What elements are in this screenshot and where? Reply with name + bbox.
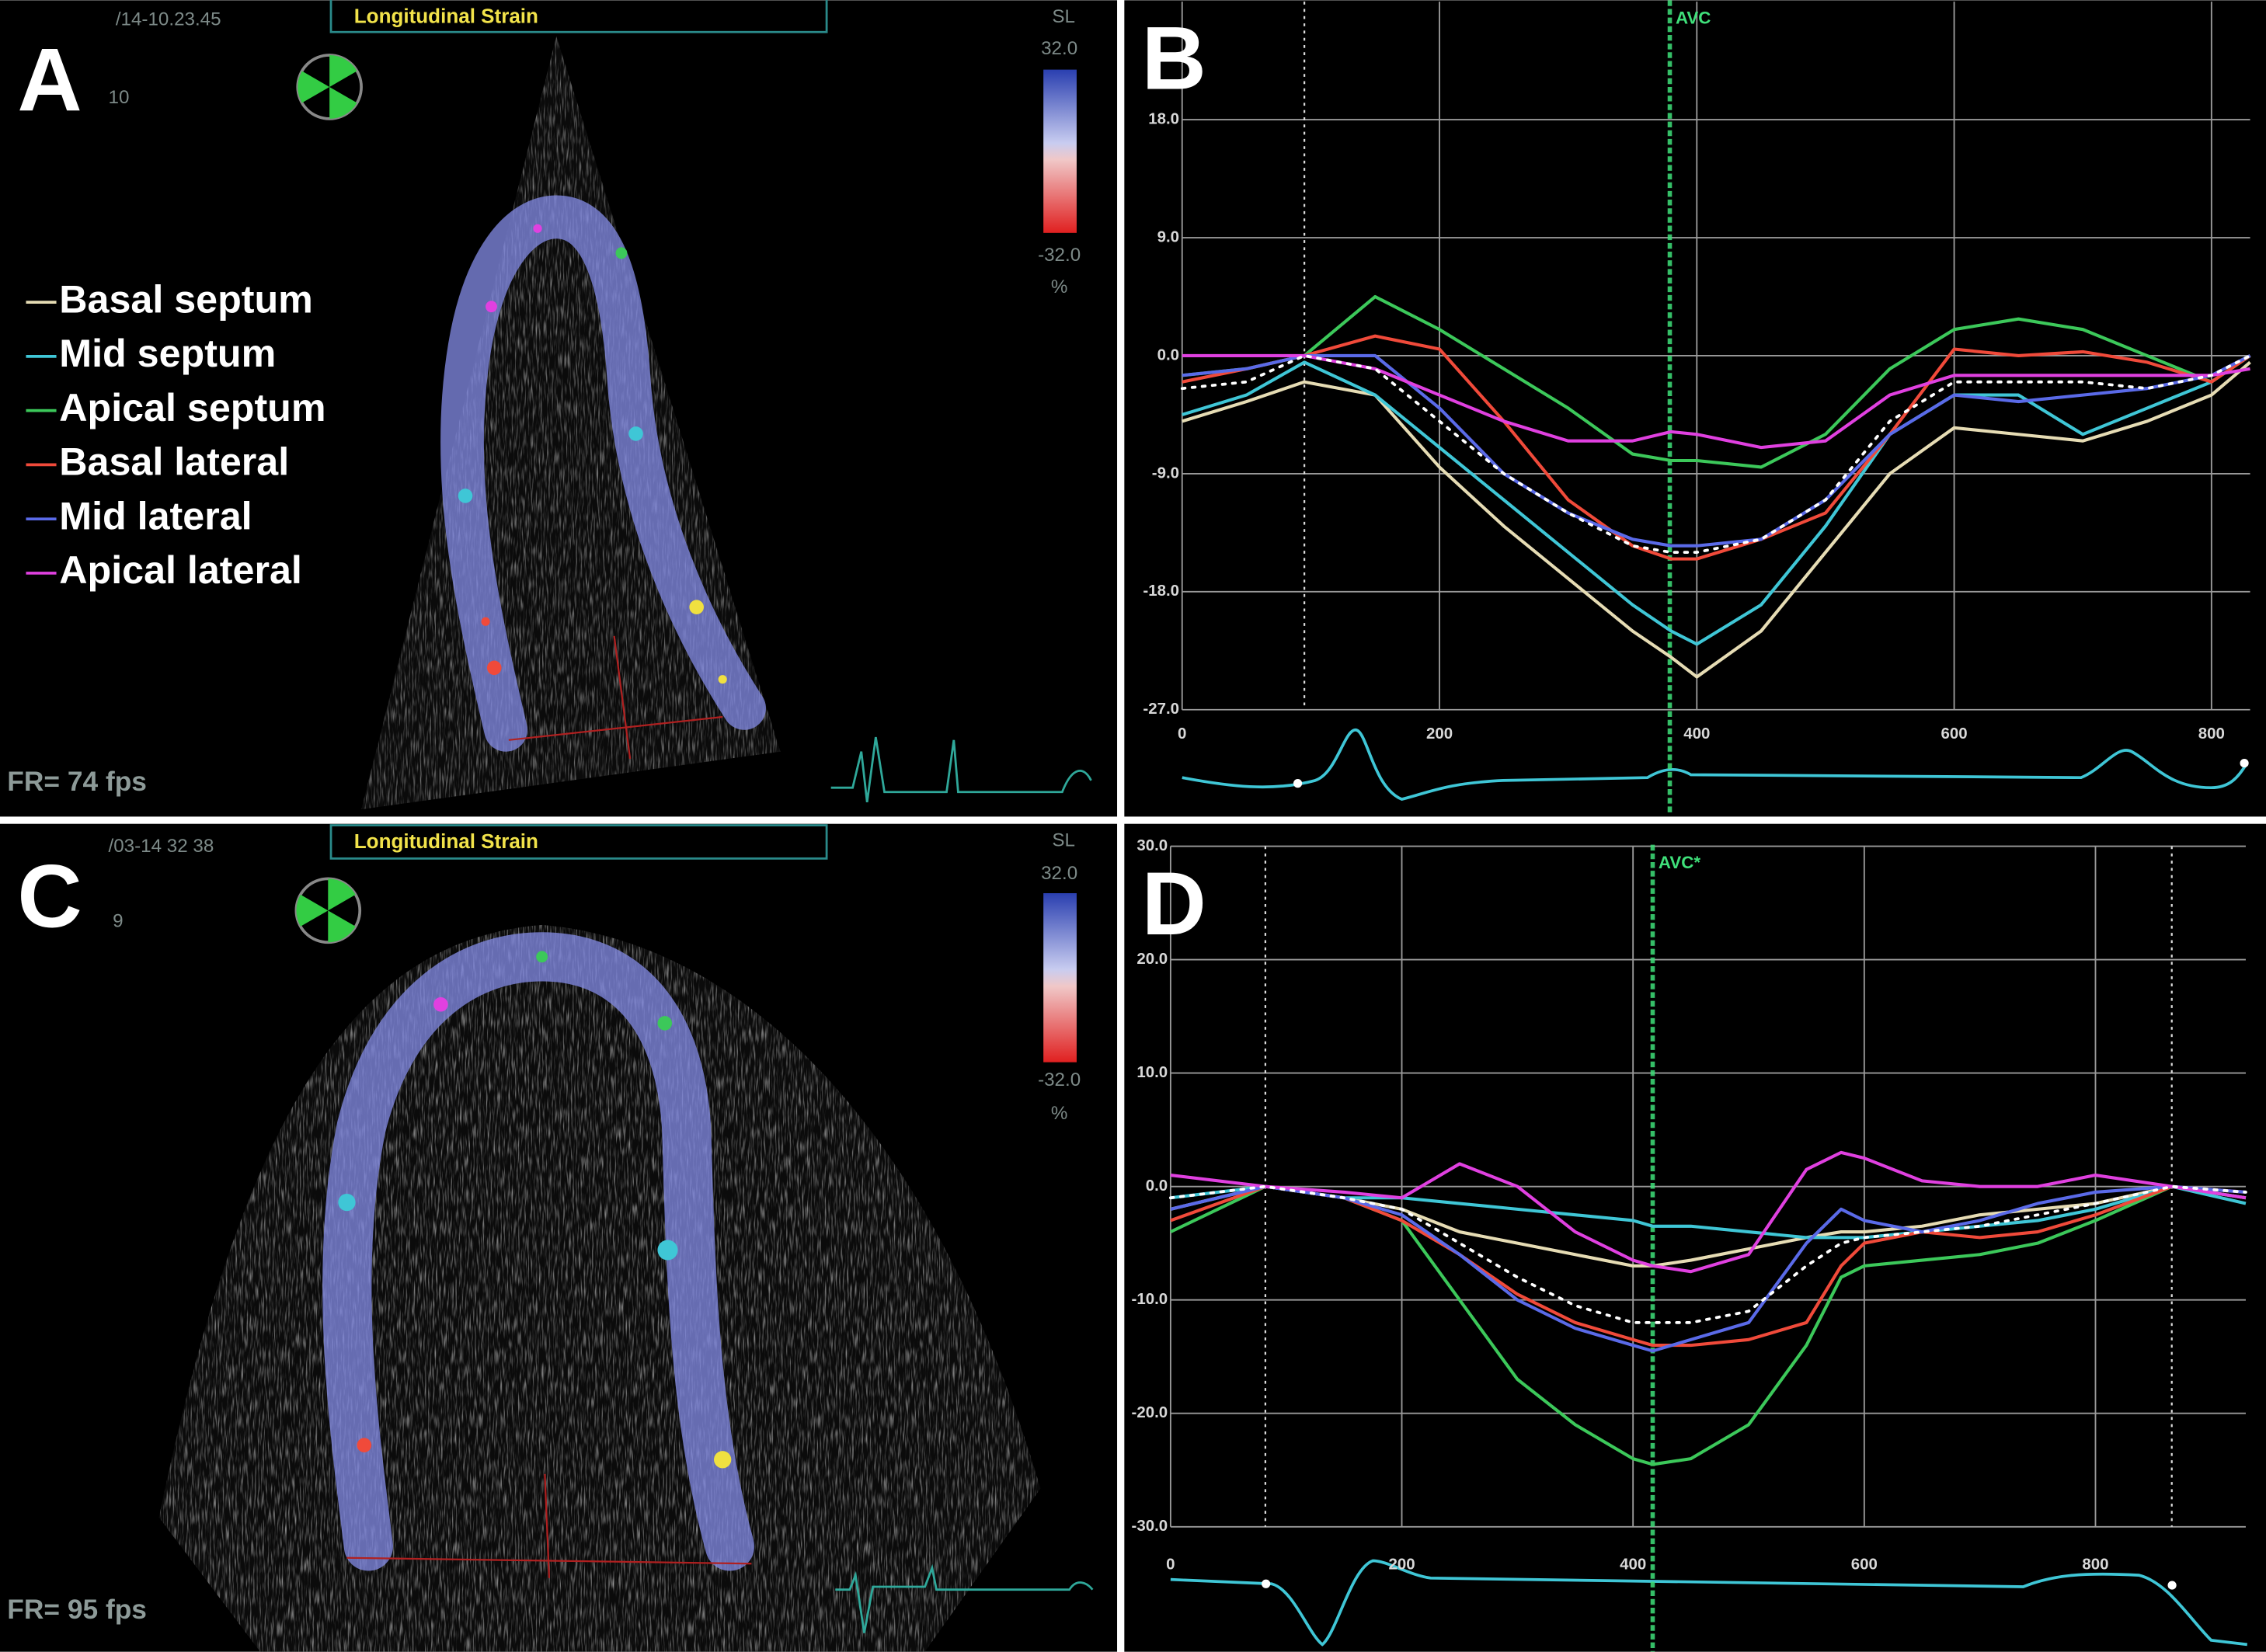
- y-tick-label: 0.0: [1157, 346, 1179, 363]
- mini-ecg: [835, 1563, 1094, 1633]
- tracking-dots: [486, 224, 542, 313]
- scale-name: SL: [1052, 6, 1075, 27]
- panel-bg: [1124, 823, 2266, 1652]
- y-tick-label: 20.0: [1136, 950, 1168, 968]
- scale-max: 32.0: [1041, 863, 1077, 884]
- strain-curve: [1182, 294, 2251, 469]
- y-tick-label: 10.0: [1136, 1063, 1168, 1081]
- ecg-strip: [1182, 728, 2249, 802]
- x-tick-label: 200: [1388, 1555, 1415, 1573]
- x-tick-label: 400: [1683, 725, 1710, 743]
- timestamp: /03-14 32 38: [109, 836, 214, 857]
- frame-rate: FR= 95 fps: [7, 1595, 147, 1625]
- strain-curve: [1182, 353, 2251, 548]
- y-tick-label: -9.0: [1152, 464, 1179, 482]
- y-tick-label: 0.0: [1146, 1177, 1168, 1195]
- scale-name: SL: [1052, 829, 1075, 850]
- y-tick-label: -27.0: [1143, 700, 1179, 718]
- mode-box: [329, 0, 828, 33]
- ecg-marker: [2167, 1581, 2177, 1590]
- timestamp: /14-10.23.45: [116, 9, 221, 30]
- frame-number: 9: [113, 911, 123, 932]
- scale-unit: %: [1051, 1103, 1068, 1124]
- x-tick-label: 600: [1851, 1555, 1878, 1573]
- crosshair: [508, 635, 723, 760]
- panel-label: B: [1142, 9, 1206, 109]
- color-scale: [1043, 893, 1077, 1062]
- panel-label: C: [17, 847, 82, 946]
- y-tick-label: -10.0: [1132, 1290, 1168, 1308]
- legend-label: Mid lateral: [59, 494, 252, 537]
- y-tick-label: 30.0: [1136, 836, 1168, 854]
- ecg-marker: [1262, 1579, 1271, 1588]
- x-tick-label: 600: [1941, 725, 1968, 743]
- scale-min: -32.0: [1038, 245, 1081, 266]
- frame-rate: FR= 74 fps: [7, 767, 147, 797]
- strain-curve: [1170, 1184, 2247, 1240]
- tracking-dots: [458, 247, 643, 503]
- legend-label: Apical septum: [59, 386, 325, 430]
- strain-curve: [1170, 1184, 2247, 1268]
- y-tick-label: 9.0: [1157, 228, 1179, 245]
- strain-curve: [1170, 1184, 2247, 1348]
- x-tick-label: 400: [1620, 1555, 1646, 1573]
- legend-label: Basal lateral: [59, 440, 289, 484]
- y-tick-label: -30.0: [1132, 1517, 1168, 1535]
- strain-curve: [1169, 1184, 2247, 1466]
- y-tick-label: -18.0: [1143, 582, 1179, 600]
- color-scale: [1043, 69, 1077, 233]
- strain-curve: [1182, 354, 2251, 646]
- mode-label: Longitudinal Strain: [354, 829, 538, 853]
- tracking-dots: [689, 600, 727, 684]
- mode-label: Longitudinal Strain: [354, 5, 538, 28]
- strain-curve: [1182, 353, 2250, 450]
- strain-curve: [1169, 1184, 2247, 1324]
- x-tick-label: 0: [1166, 1555, 1175, 1573]
- bullseye-icon: [296, 54, 363, 120]
- strain-curve: [1170, 1184, 2247, 1353]
- x-tick-label: 800: [2198, 725, 2225, 743]
- event-label: AVC: [1676, 8, 1711, 27]
- strain-curve: [1170, 1150, 2247, 1274]
- panel-label: A: [17, 30, 82, 130]
- x-tick-label: 0: [1178, 725, 1186, 743]
- mode-box: [329, 824, 828, 860]
- tracking-dots: [481, 617, 502, 676]
- echo-panel-c: Longitudinal Strain /03-14 32 38 9 C SL …: [7, 824, 1094, 1652]
- event-label: AVC*: [1659, 853, 1700, 872]
- myocardium-band: [440, 195, 766, 752]
- scale-min: -32.0: [1038, 1069, 1081, 1090]
- ecg-marker: [2240, 758, 2249, 768]
- tracking-dots: [338, 951, 732, 1469]
- strain-curve: [1182, 334, 2251, 561]
- x-tick-label: 800: [2082, 1555, 2108, 1573]
- y-tick-label: 18.0: [1148, 110, 1179, 128]
- y-tick-label: -20.0: [1132, 1403, 1168, 1421]
- legend-label: Basal septum: [59, 277, 313, 321]
- x-tick-label: 200: [1426, 725, 1453, 743]
- mini-ecg: [830, 736, 1092, 802]
- frame-number: 10: [109, 87, 130, 108]
- scale-max: 32.0: [1041, 38, 1077, 59]
- ecg-marker: [1293, 779, 1303, 788]
- legend-label: Mid septum: [59, 332, 276, 375]
- crosshair: [346, 1473, 752, 1578]
- bullseye-icon: [294, 877, 362, 944]
- legend-label: Apical lateral: [59, 548, 302, 592]
- panel-label: D: [1142, 854, 1206, 954]
- scale-unit: %: [1051, 276, 1068, 297]
- panel-bg: [1124, 0, 2266, 817]
- ecg-strip: [1170, 1559, 2248, 1647]
- strain-curve: [1180, 354, 2252, 555]
